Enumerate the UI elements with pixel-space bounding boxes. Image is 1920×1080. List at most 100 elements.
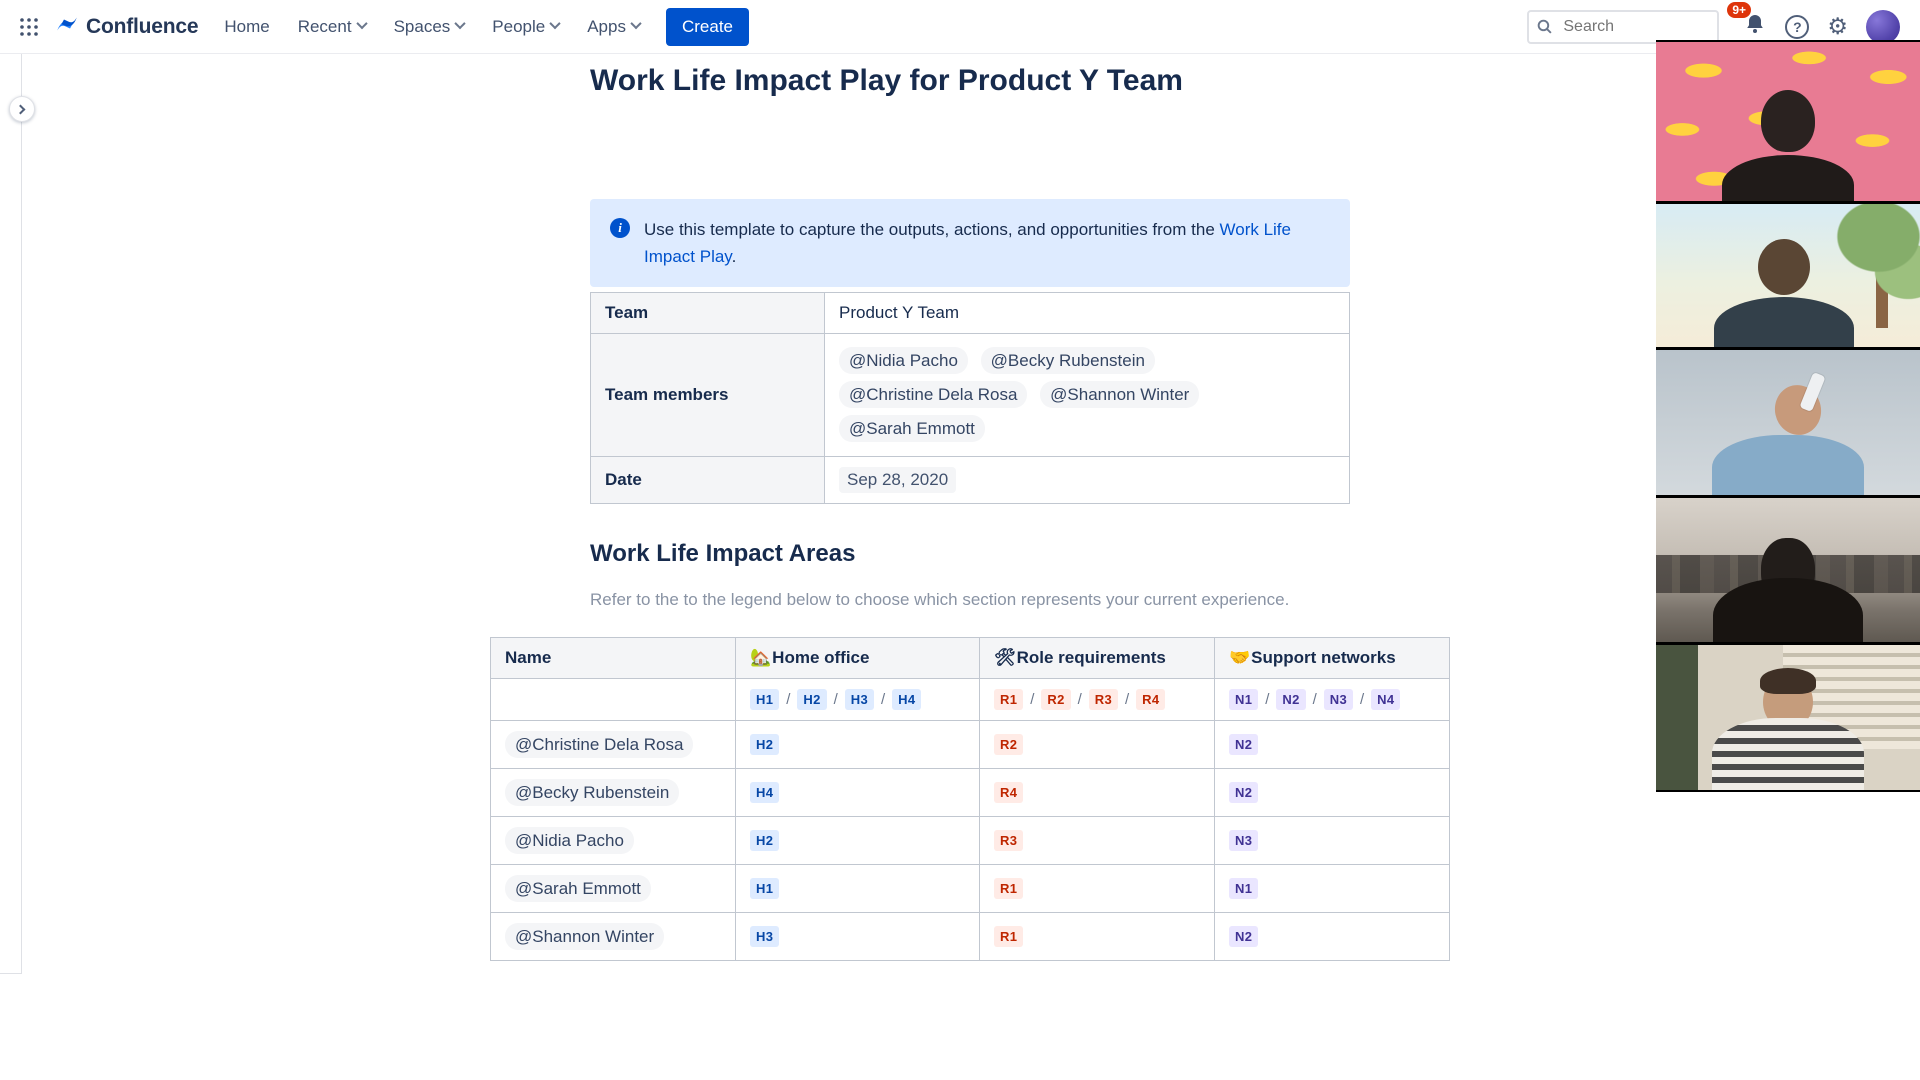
- status-lozenge[interactable]: R1: [994, 878, 1024, 899]
- support-cell: N3: [1214, 816, 1450, 865]
- nav-item-apps[interactable]: Apps: [587, 17, 642, 37]
- mention-pill[interactable]: @Shannon Winter: [1040, 381, 1200, 408]
- nav-item-home[interactable]: Home: [224, 17, 269, 37]
- mention-pill[interactable]: @Becky Rubenstein: [505, 779, 680, 806]
- settings-gear-icon[interactable]: ⚙: [1827, 13, 1848, 39]
- status-lozenge[interactable]: R1: [994, 689, 1024, 710]
- status-lozenge[interactable]: H1: [750, 878, 780, 899]
- status-lozenge[interactable]: H4: [892, 689, 922, 710]
- status-lozenge[interactable]: H4: [750, 782, 780, 803]
- legend-separator: /: [833, 691, 838, 708]
- app-switcher-icon[interactable]: [16, 14, 42, 40]
- name-cell: @Nidia Pacho: [490, 816, 736, 865]
- role-cell: R2: [979, 720, 1215, 769]
- collapsed-sidebar: [0, 54, 35, 974]
- work-life-impact-play-link[interactable]: Work Life Impact Play: [644, 220, 1291, 266]
- status-lozenge[interactable]: N2: [1229, 926, 1259, 947]
- table-row: @Christine Dela Rosa H2 R2 N2: [490, 720, 1450, 769]
- table-row: Team Product Y Team: [590, 292, 1350, 334]
- nav-item-spaces[interactable]: Spaces: [394, 17, 466, 37]
- table-row: @Shannon Winter H3 R1 N2: [490, 912, 1450, 961]
- legend-separator: /: [881, 691, 886, 708]
- status-lozenge[interactable]: N2: [1229, 782, 1259, 803]
- status-lozenge[interactable]: R1: [994, 926, 1024, 947]
- notifications-button[interactable]: 9+: [1727, 2, 1767, 41]
- status-lozenge[interactable]: R3: [1088, 689, 1118, 710]
- table-row: @Nidia Pacho H2 R3 N3: [490, 816, 1450, 865]
- home-office-header-cell: 🏡Home office: [735, 637, 980, 679]
- legend-separator: /: [1312, 691, 1317, 708]
- video-tile-5[interactable]: [1656, 644, 1920, 790]
- mention-pill[interactable]: @Sarah Emmott: [839, 415, 985, 442]
- home-cell: H2: [735, 816, 980, 865]
- status-lozenge[interactable]: N1: [1229, 878, 1259, 899]
- table-header-row: Name 🏡Home office 🛠Role requirements 🤝Su…: [490, 637, 1450, 679]
- participant-silhouette: [1722, 155, 1854, 202]
- legend-support-cell: N1 / N2 / N3 / N4: [1214, 678, 1450, 721]
- members-label-cell: Team members: [590, 333, 825, 457]
- nav-item-people[interactable]: People: [492, 16, 561, 37]
- mention-pill[interactable]: @Sarah Emmott: [505, 875, 651, 902]
- name-cell: @Becky Rubenstein: [490, 768, 736, 817]
- mention-pill[interactable]: @Shannon Winter: [505, 923, 665, 950]
- date-lozenge[interactable]: Sep 28, 2020: [839, 467, 957, 493]
- status-lozenge[interactable]: H2: [797, 689, 827, 710]
- mention-pill[interactable]: @Christine Dela Rosa: [839, 381, 1028, 408]
- status-lozenge[interactable]: H1: [750, 689, 780, 710]
- support-cell: N1: [1214, 864, 1450, 913]
- create-button[interactable]: Create: [665, 7, 749, 46]
- video-tile-4[interactable]: [1656, 497, 1920, 642]
- mention-pill[interactable]: @Christine Dela Rosa: [505, 731, 694, 758]
- search-icon: [1536, 18, 1553, 40]
- status-lozenge[interactable]: N3: [1323, 689, 1353, 710]
- sidebar-expand-button[interactable]: [9, 96, 35, 122]
- status-lozenge[interactable]: H2: [750, 734, 780, 755]
- nav-right-cluster: 9+ ? ⚙: [1527, 2, 1904, 44]
- status-lozenge[interactable]: R2: [1041, 689, 1071, 710]
- bell-icon: [1747, 15, 1764, 33]
- confluence-logo[interactable]: Confluence: [54, 11, 199, 42]
- user-avatar[interactable]: [1866, 9, 1900, 44]
- status-lozenge[interactable]: H3: [844, 689, 874, 710]
- status-lozenge[interactable]: R3: [994, 830, 1024, 851]
- date-label-cell: Date: [590, 456, 825, 504]
- legend-separator: /: [1265, 691, 1270, 708]
- home-cell: H3: [735, 912, 980, 961]
- nav-menu: Home Recent Spaces People Apps: [224, 16, 642, 37]
- status-lozenge[interactable]: N2: [1229, 734, 1259, 755]
- status-lozenge[interactable]: R4: [1136, 689, 1166, 710]
- help-button[interactable]: ?: [1785, 14, 1810, 39]
- status-lozenge[interactable]: N4: [1371, 689, 1401, 710]
- nav-item-recent[interactable]: Recent: [298, 17, 368, 37]
- nav-item-label: People: [492, 16, 546, 36]
- name-cell: @Sarah Emmott: [490, 864, 736, 913]
- search-input[interactable]: [1527, 9, 1720, 44]
- legend-separator: /: [1360, 691, 1365, 708]
- video-tile-3[interactable]: [1656, 350, 1920, 495]
- mention-pill[interactable]: @Nidia Pacho: [839, 347, 968, 374]
- video-tile-1[interactable]: [1656, 42, 1920, 202]
- chevron-down-icon: [454, 17, 466, 30]
- video-tile-2[interactable]: [1656, 204, 1920, 348]
- role-cell: R1: [979, 912, 1215, 961]
- status-lozenge[interactable]: N2: [1276, 689, 1306, 710]
- status-lozenge[interactable]: R4: [994, 782, 1024, 803]
- legend-separator: /: [1077, 691, 1082, 708]
- status-lozenge[interactable]: H3: [750, 926, 780, 947]
- header-label: Home office: [772, 648, 870, 667]
- status-lozenge[interactable]: N3: [1229, 830, 1259, 851]
- date-value-cell: Sep 28, 2020: [824, 456, 1350, 504]
- impact-areas-table: Name 🏡Home office 🛠Role requirements 🤝Su…: [490, 637, 1450, 961]
- info-panel-text: Use this template to capture the outputs…: [644, 216, 1330, 270]
- status-lozenge[interactable]: R2: [994, 734, 1024, 755]
- status-lozenge[interactable]: H2: [750, 830, 780, 851]
- status-lozenge[interactable]: N1: [1229, 689, 1259, 710]
- table-row: Date Sep 28, 2020: [590, 456, 1350, 504]
- tools-icon: 🛠: [994, 648, 1016, 667]
- mention-pill[interactable]: @Becky Rubenstein: [980, 347, 1155, 374]
- mention-pill[interactable]: @Nidia Pacho: [505, 827, 634, 854]
- logo-wordmark: Confluence: [86, 14, 199, 38]
- info-text-before: Use this template to capture the outputs…: [644, 220, 1220, 239]
- section-description: Refer to the to the legend below to choo…: [590, 590, 1290, 609]
